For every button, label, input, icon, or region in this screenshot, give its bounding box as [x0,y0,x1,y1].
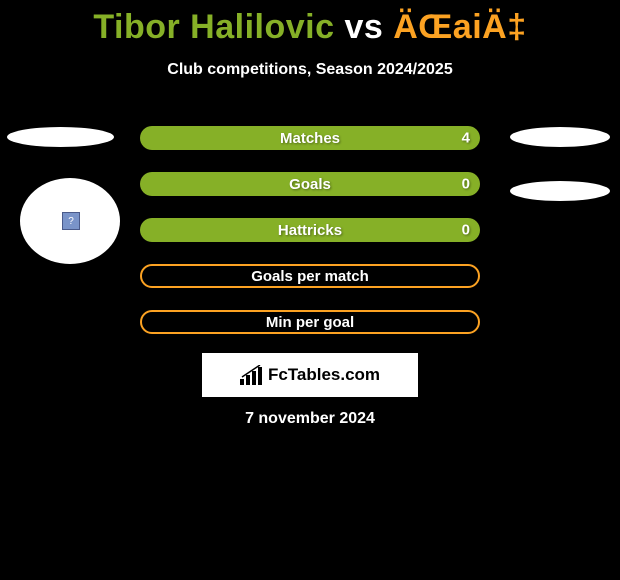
subtitle: Club competitions, Season 2024/2025 [0,61,620,79]
date-text: 7 november 2024 [0,410,620,428]
stat-bar-goals-per-match: Goals per match [140,264,480,288]
vs-text: vs [344,8,383,46]
comparison-widget: Tibor Halilovic vs ÄŒaiÄ‡ Club competiti… [0,0,620,580]
oval-right-top [510,127,610,147]
stat-value: 4 [462,130,470,147]
brand-box[interactable]: FcTables.com [202,353,418,397]
oval-left-top [7,127,114,147]
stat-label: Goals [289,176,331,193]
logo-icon [240,365,264,385]
stat-bar-goals: Goals 0 [140,172,480,196]
missing-image-icon: ? [62,212,80,230]
player-avatar-placeholder: ? [20,178,120,264]
stat-value: 0 [462,222,470,239]
oval-right-lower [510,181,610,201]
stat-label: Goals per match [251,268,369,285]
player1-name: Tibor Halilovic [93,8,334,46]
stat-label: Matches [280,130,340,147]
stat-label: Hattricks [278,222,342,239]
stat-bar-matches: Matches 4 [140,126,480,150]
player2-name: ÄŒaiÄ‡ [393,8,526,46]
stat-label: Min per goal [266,314,354,331]
stats-bars: Matches 4 Goals 0 Hattricks 0 Goals per … [140,126,480,356]
stat-value: 0 [462,176,470,193]
stat-bar-min-per-goal: Min per goal [140,310,480,334]
page-title: Tibor Halilovic vs ÄŒaiÄ‡ [0,0,620,47]
brand-text: FcTables.com [268,365,380,385]
stat-bar-hattricks: Hattricks 0 [140,218,480,242]
